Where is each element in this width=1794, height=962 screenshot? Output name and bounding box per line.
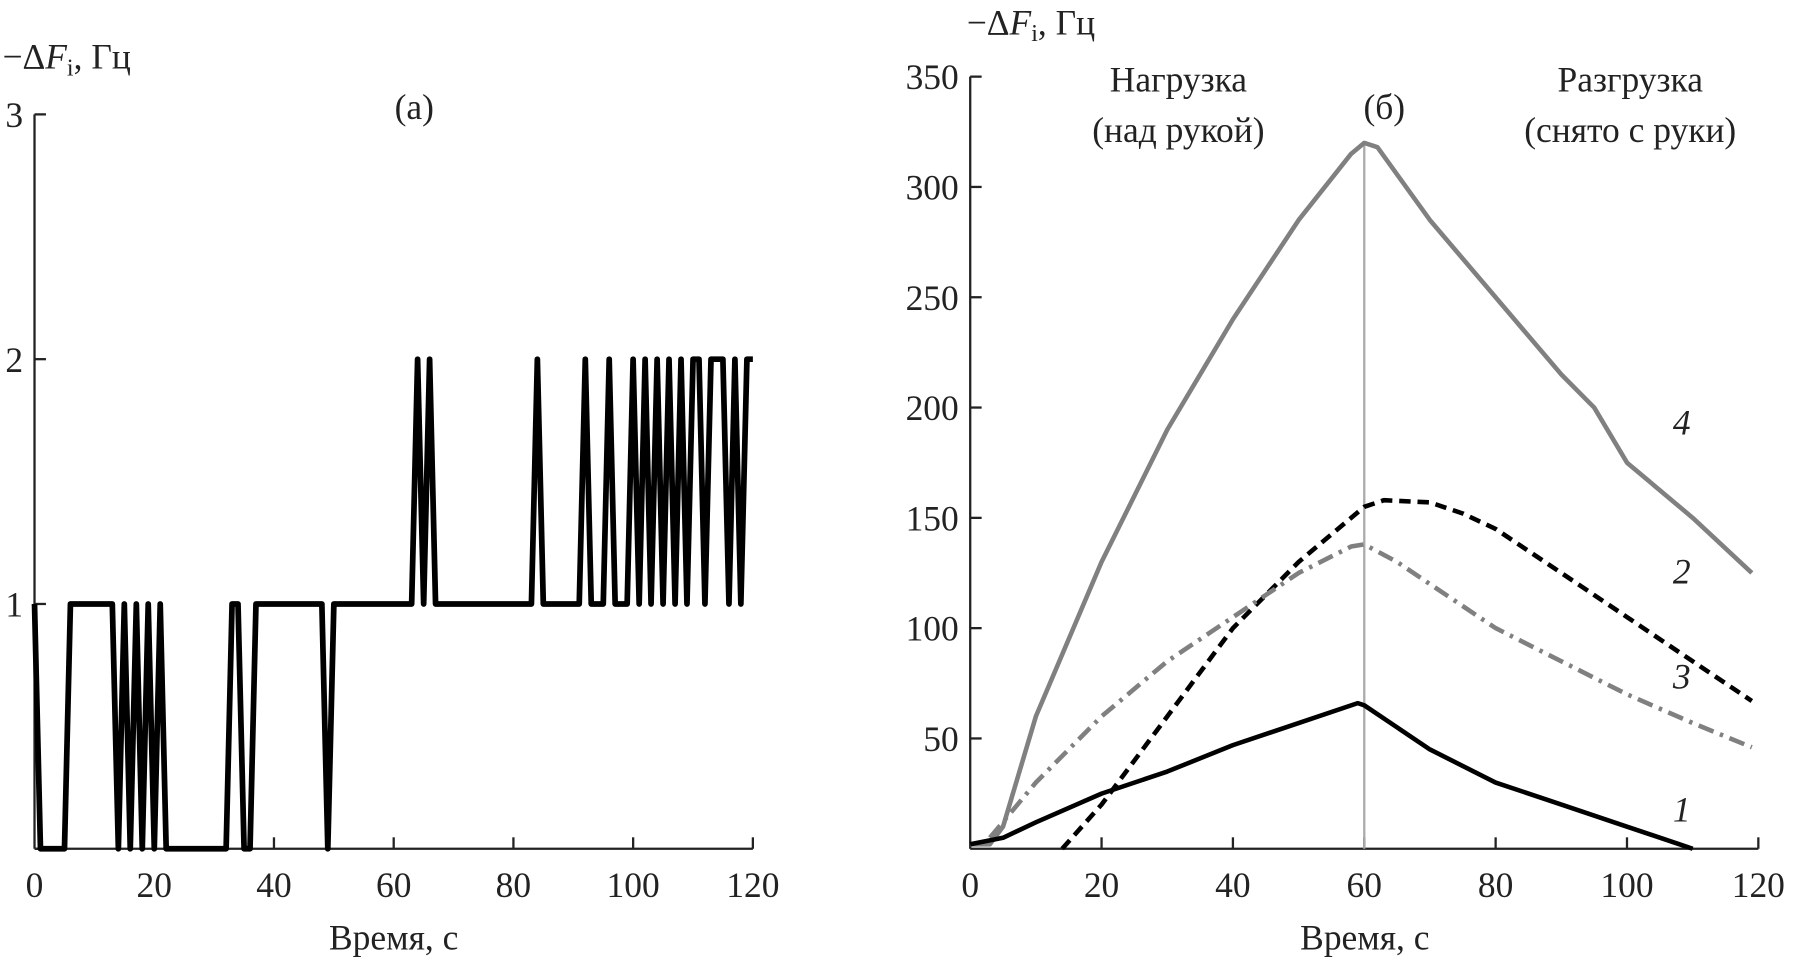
series-line-4 [970, 140, 1754, 847]
x-tick-label: 40 [1215, 865, 1250, 905]
y-tick-label: 250 [906, 278, 959, 318]
y-tick-label: 300 [906, 168, 959, 208]
y-axis-label-b: −ΔFi, Гц [967, 2, 1095, 47]
y-tick-label: 1 [5, 585, 23, 625]
x-tick-label: 100 [1600, 865, 1653, 905]
annotation-unload-1: Разгрузка [1558, 60, 1704, 100]
y-tick-label: 2 [5, 340, 23, 380]
y-tick-label: 350 [906, 57, 959, 97]
y-tick-label: 100 [906, 609, 959, 649]
x-tick-label: 0 [26, 865, 44, 905]
y-tick-label: 3 [5, 95, 23, 135]
annotation-load-2: (над рукой) [1092, 110, 1264, 150]
chart-panel-b: −ΔFi, Гц (б) Нагрузка (над рукой) Разгру… [906, 2, 1785, 957]
x-tick-label: 60 [376, 865, 411, 905]
x-axis-label-a: Время, с [329, 917, 458, 957]
x-tick-label: 80 [496, 865, 531, 905]
x-tick-label: 60 [1347, 865, 1382, 905]
curve-label-4: 4 [1673, 403, 1691, 443]
annotation-unload-2: (снято с руки) [1524, 110, 1736, 150]
y-axis-label-a: −ΔFi, Гц [2, 37, 130, 82]
x-tick-label: 100 [607, 865, 660, 905]
x-tick-label: 20 [137, 865, 172, 905]
chart-panel-a: −ΔFi, Гц (а) Время, с 0 20 40 60 80 100 120 1 2 3 [2, 37, 779, 958]
x-tick-label: 120 [1732, 865, 1785, 905]
curve-label-2: 2 [1673, 551, 1691, 591]
y-tick-label: 200 [906, 388, 959, 428]
annotation-load-1: Нагрузка [1110, 60, 1248, 100]
series-line-1 [969, 700, 1694, 851]
x-tick-label: 20 [1084, 865, 1119, 905]
y-tick-label: 150 [906, 498, 959, 538]
series-line-2 [1060, 497, 1754, 851]
x-tick-label: 0 [961, 865, 979, 905]
x-axis-label-b: Время, с [1300, 917, 1429, 957]
panel-label-b: (б) [1363, 87, 1405, 127]
x-tick-label: 40 [256, 865, 291, 905]
panel-label-a: (а) [395, 87, 434, 127]
y-tick-label: 50 [923, 719, 958, 759]
x-tick-label: 120 [726, 865, 779, 905]
curve-label-3: 3 [1672, 657, 1691, 697]
series-line-ΔF [31, 356, 753, 852]
curve-label-1: 1 [1673, 789, 1691, 829]
x-tick-label: 80 [1478, 865, 1513, 905]
